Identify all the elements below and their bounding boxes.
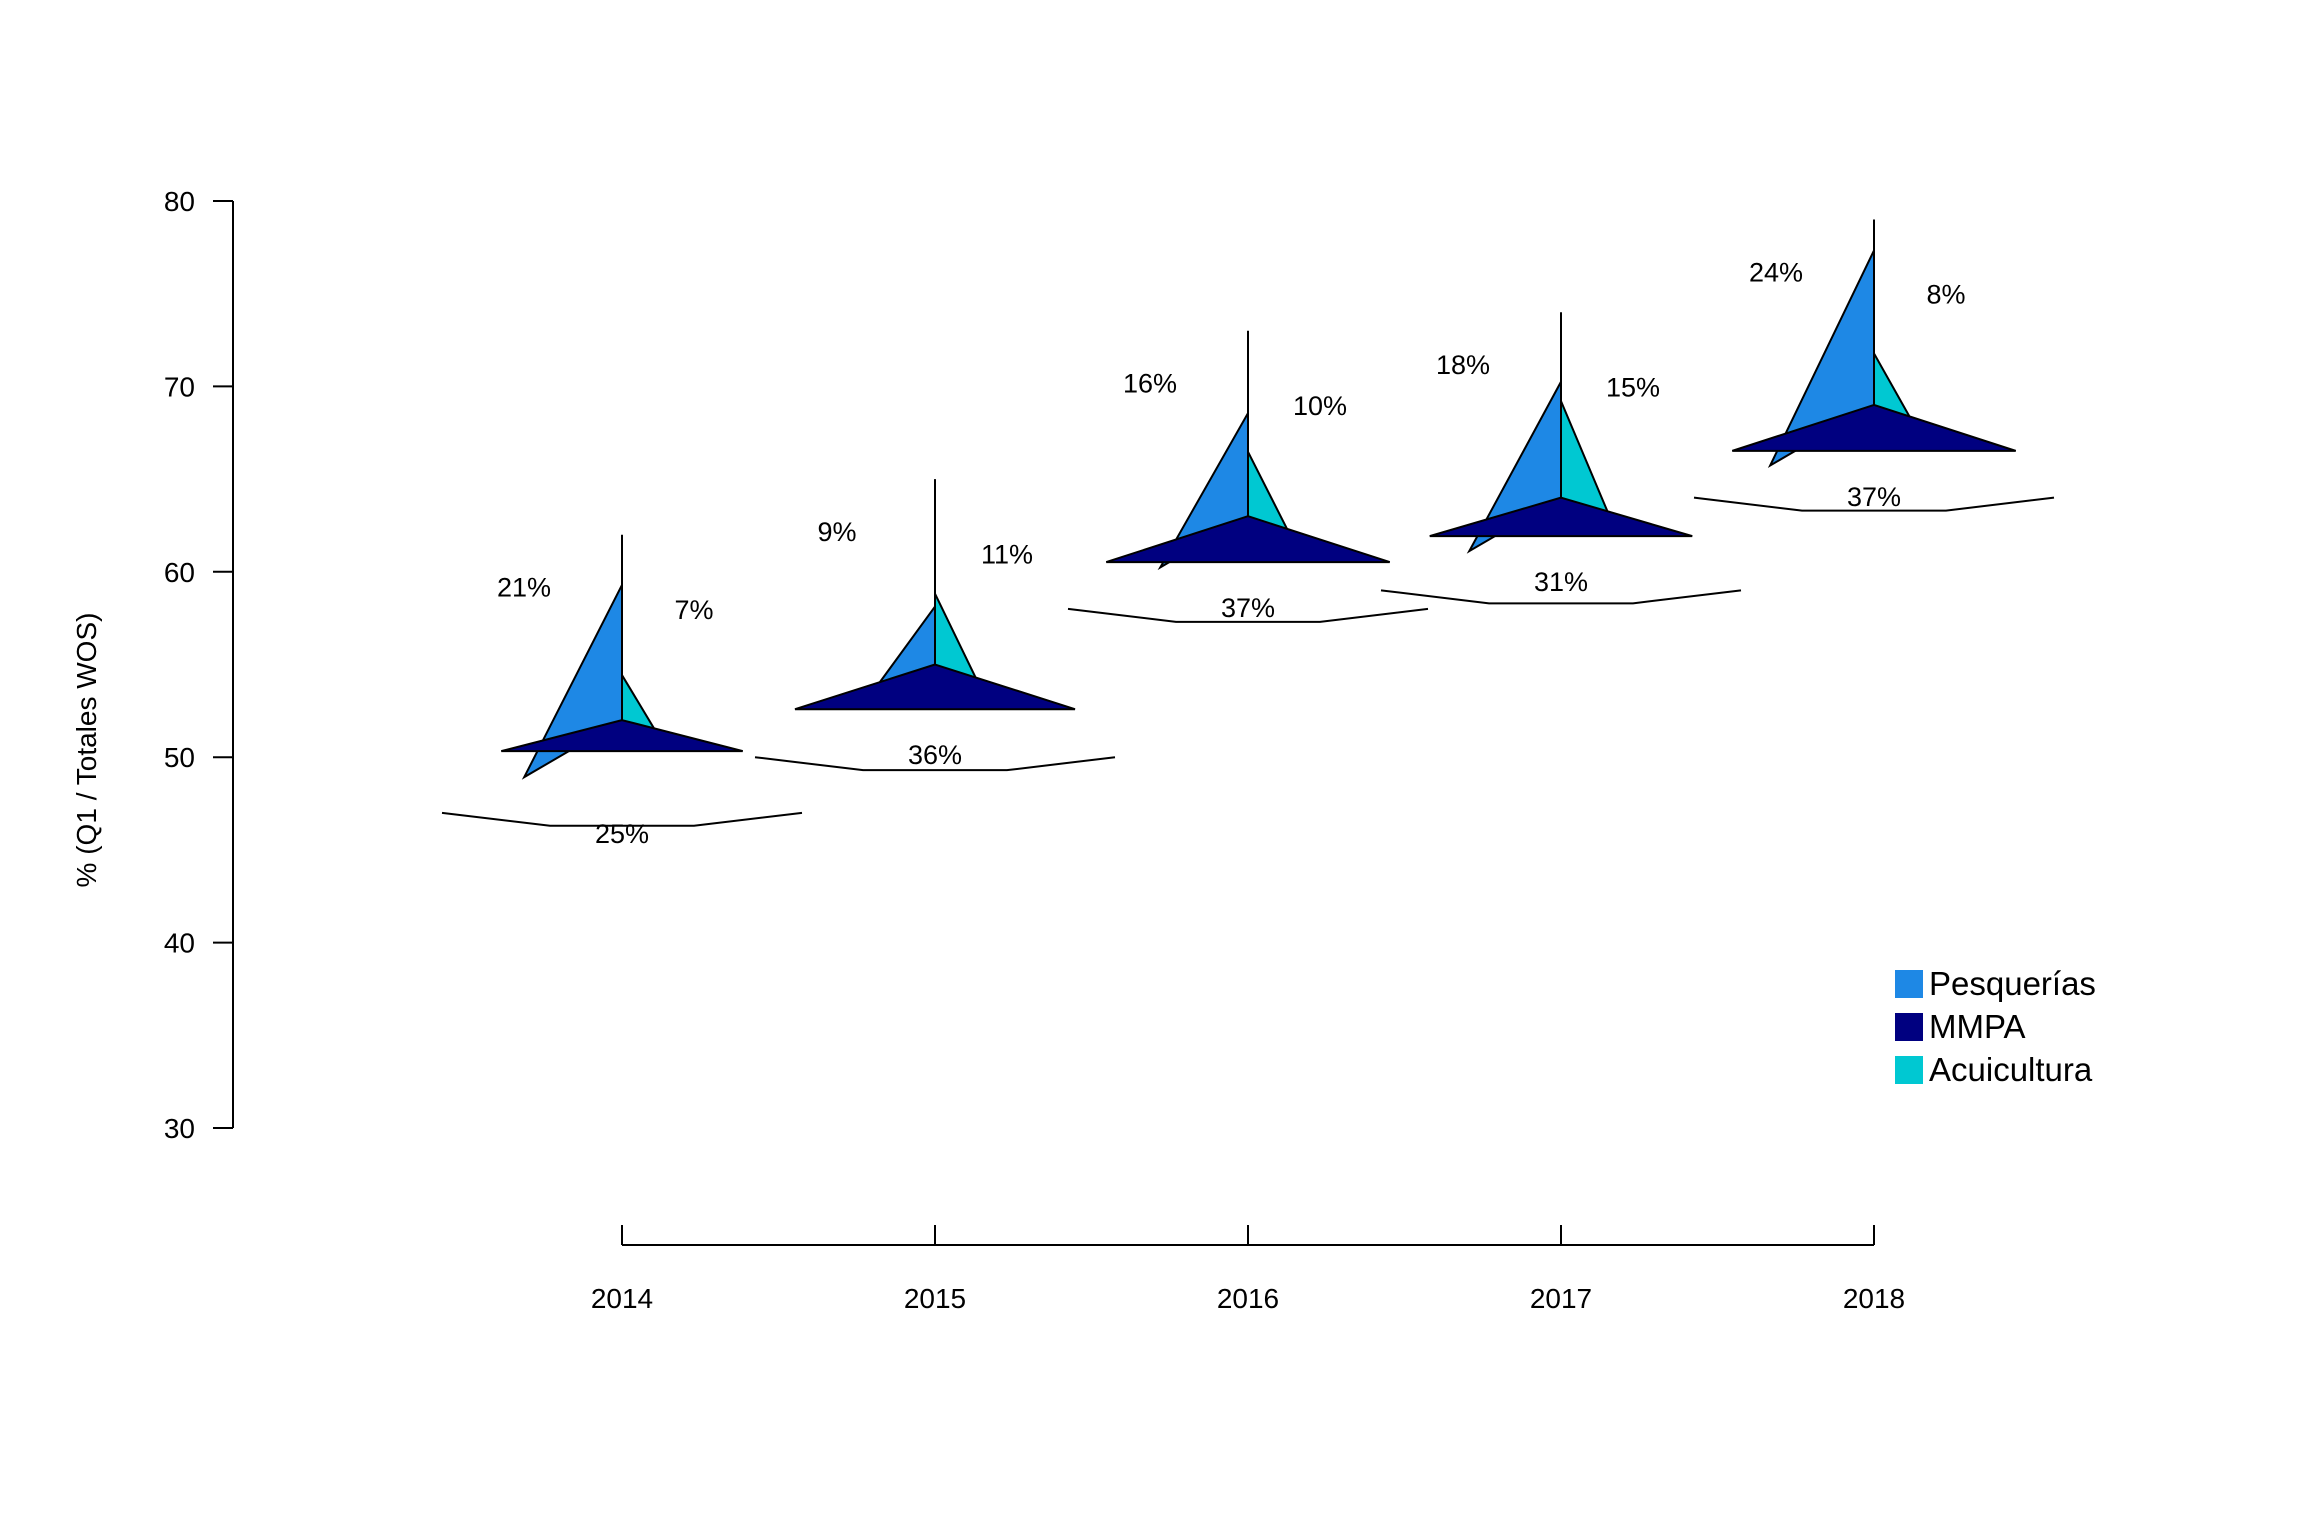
legend-label: Acuicultura: [1929, 1051, 2093, 1088]
glyph-2015: 9% 11% 36%: [754, 479, 1116, 772]
legend-label: Pesquerías: [1929, 965, 2096, 1002]
mmpa-wedge: [1429, 496, 1693, 538]
acuicultura-label: 8%: [1926, 280, 1965, 310]
pesquerias-label: 18%: [1436, 350, 1490, 380]
mmpa-wedge: [794, 663, 1076, 711]
base-segment: [754, 756, 1116, 772]
legend: Pesquerías MMPA Acuicultura: [1895, 965, 2096, 1088]
legend-label: MMPA: [1929, 1008, 2026, 1045]
mmpa-wedge: [1731, 403, 2017, 452]
glyph-2018: 24% 8% 37%: [1693, 219, 2055, 512]
acuicultura-label: 11%: [981, 539, 1033, 569]
legend-swatch: [1895, 970, 1923, 998]
mmpa-label: 37%: [1221, 593, 1275, 623]
x-axis: 2014 2015 2016 2017 2018: [591, 1225, 1905, 1314]
pesquerias-label: 16%: [1123, 369, 1177, 399]
mmpa-label: 25%: [595, 819, 649, 849]
x-tick-label: 2015: [904, 1283, 966, 1314]
mmpa-label: 37%: [1847, 482, 1901, 512]
base-segment: [1067, 607, 1429, 623]
mmpa-label: 36%: [908, 740, 962, 770]
glyph-2017: 18% 15% 31%: [1380, 312, 1742, 605]
base-segment: [1380, 589, 1742, 605]
base-segment: [1693, 496, 2055, 512]
y-axis-title: % (Q1 / Totales WOS): [71, 613, 102, 888]
x-tick-label: 2018: [1843, 1283, 1905, 1314]
pesquerias-label: 9%: [817, 517, 856, 547]
pesquerias-label: 21%: [497, 573, 551, 603]
plot-marks: 21% 7% 25% 9% 11% 36% 16% 10% 37% 18% 15% 31% 24% 8% 3…: [441, 219, 2055, 849]
y-tick-label: 60: [164, 557, 195, 588]
acuicultura-label: 7%: [674, 595, 713, 625]
base-segment: [441, 811, 803, 827]
glyph-2016: 16% 10% 37%: [1067, 330, 1429, 623]
glyph-2014: 21% 7% 25%: [441, 534, 803, 849]
y-tick-label: 70: [164, 371, 195, 402]
acuicultura-label: 10%: [1293, 391, 1347, 421]
y-tick-label: 80: [164, 186, 195, 217]
mmpa-wedge: [501, 719, 743, 753]
x-tick-label: 2014: [591, 1283, 653, 1314]
acuicultura-label: 15%: [1606, 372, 1660, 402]
y-tick-label: 40: [164, 928, 195, 959]
y-tick-label: 50: [164, 742, 195, 773]
mmpa-wedge: [1105, 515, 1391, 564]
mmpa-label: 31%: [1534, 567, 1588, 597]
pesquerias-label: 24%: [1749, 257, 1803, 287]
x-tick-label: 2017: [1530, 1283, 1592, 1314]
y-axis: 30 40 50 60 70 80: [164, 186, 234, 1144]
legend-swatch: [1895, 1056, 1923, 1084]
legend-swatch: [1895, 1013, 1923, 1041]
y-tick-label: 30: [164, 1113, 195, 1144]
x-tick-label: 2016: [1217, 1283, 1279, 1314]
